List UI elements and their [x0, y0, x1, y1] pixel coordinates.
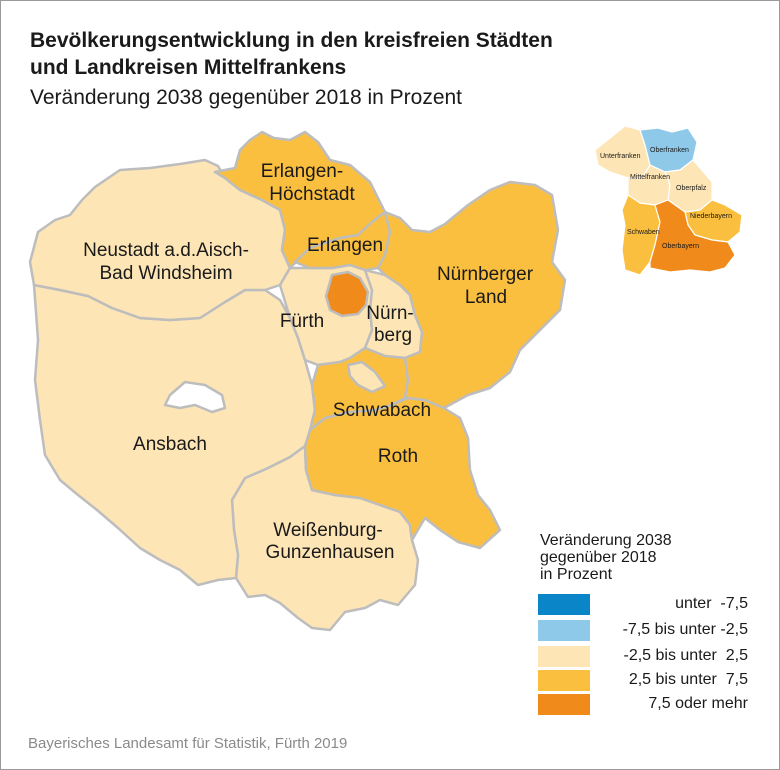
legend-swatch [538, 646, 590, 667]
inset-label-oberpfalz: Oberpfalz [676, 185, 707, 192]
legend-label: 7,5 oder mehr [648, 695, 748, 712]
legend-swatch [538, 620, 590, 641]
enclave-shape [346, 360, 387, 394]
inset-label-niederbayern: Niederbayern [690, 213, 732, 220]
map-subtitle: Veränderung 2038 gegenüber 2018 in Proze… [30, 86, 463, 109]
label-neustadt-2: Bad Windsheim [99, 263, 232, 284]
inset-oberbayern [649, 199, 736, 273]
label-neustadt-1: Neustadt a.d.Aisch- [83, 240, 249, 261]
region-schwabach[interactable] [308, 346, 410, 432]
legend-title-line-3: in Prozent [540, 566, 613, 583]
label-weissenburg-1: Weißenburg- [273, 520, 382, 541]
label-erlangen-hoechstadt-1: Erlangen- [261, 161, 343, 182]
legend-swatch [538, 694, 590, 715]
inset-label-oberbayern: Oberbayern [662, 243, 699, 250]
label-weissenburg-2: Gunzenhausen [266, 542, 395, 563]
legend-item-dark-blue: unter -7,5 [538, 594, 748, 616]
legend-item-yellow: 2,5 bis unter 7,5 [538, 670, 748, 692]
legend-label: 2,5 bis unter 7,5 [628, 671, 748, 688]
map-title-line-2: und Landkreisen Mittelfrankens [30, 56, 347, 79]
legend-label: -7,5 bis unter -2,5 [622, 621, 748, 638]
inset-label-unterfranken: Unterfranken [600, 153, 641, 160]
label-fuerth: Fürth [280, 311, 324, 332]
label-erlangen-hoechstadt-2: Höchstadt [269, 184, 355, 205]
label-nuernberger-land-1: Nürnberger [437, 264, 534, 285]
legend-item-light-blue: -7,5 bis unter -2,5 [538, 620, 748, 642]
enclave-shape [163, 380, 227, 414]
legend-title-line-1: Veränderung 2038 [540, 532, 672, 549]
region-labels: Erlangen- Höchstadt Erlangen Neustadt a.… [83, 161, 534, 563]
legend-swatch [538, 594, 590, 615]
region-nuernberger-land[interactable] [376, 180, 567, 410]
legend-label: unter -7,5 [675, 595, 748, 612]
label-ansbach: Ansbach [133, 434, 207, 455]
legend-title-line-2: gegenüber 2018 [540, 549, 657, 566]
legend-title: Veränderung 2038 gegenüber 2018 in Proze… [540, 532, 740, 583]
source-note: Bayerisches Landesamt für Statistik, Für… [28, 735, 348, 752]
map-title-line-1: Bevölkerungsentwicklung in den kreisfrei… [30, 29, 553, 52]
inset-labels: Unterfranken Oberfranken Mittelfranken O… [600, 147, 732, 250]
inset-label-mittelfranken: Mittelfranken [630, 174, 670, 181]
label-schwabach: Schwabach [333, 400, 431, 421]
legend-swatch [538, 670, 590, 691]
region-neustadt-bad-windsheim[interactable] [28, 158, 292, 322]
legend-item-cream: -2,5 bis unter 2,5 [538, 646, 748, 668]
label-roth: Roth [378, 446, 418, 467]
legend-item-orange: 7,5 oder mehr [538, 694, 748, 716]
inset-label-oberfranken: Oberfranken [650, 147, 689, 154]
label-nuernberger-land-2: Land [465, 287, 507, 308]
label-nuernberg-1: Nürn- [366, 303, 414, 324]
label-erlangen: Erlangen [307, 235, 383, 256]
bavaria-inset-map [594, 125, 743, 276]
label-nuernberg-2: berg [374, 325, 412, 346]
region-fuerth-stadt[interactable] [324, 270, 370, 318]
legend-label: -2,5 bis unter 2,5 [623, 647, 748, 664]
inset-schwaben [621, 194, 661, 276]
inset-label-schwaben: Schwaben [627, 229, 660, 236]
